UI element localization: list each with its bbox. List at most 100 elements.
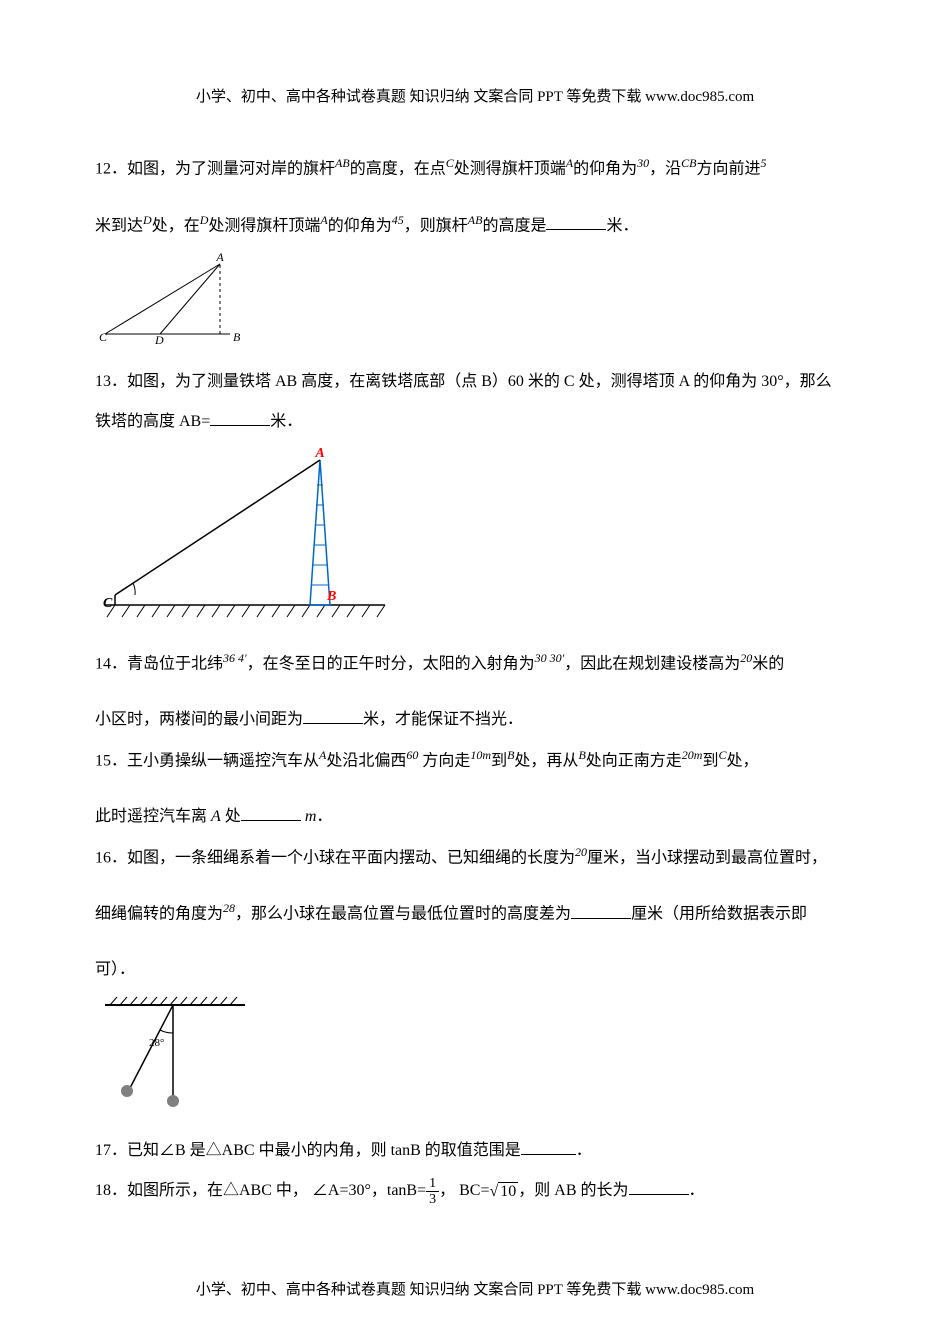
q12-a: A [566,156,573,170]
q12-five: 5 [760,156,766,170]
q15-c: C [718,748,726,762]
q16-text: ，那么小球在最高位置与最低位置时的高度差为 [235,906,571,923]
q17-text: ． [576,1142,592,1159]
q14-text: 米的 [752,656,784,673]
q12-text: ，则旗杆 [404,217,468,234]
page-header: 小学、初中、高中各种试卷真题 知识归纳 文案合同 PPT 等免费下载 www.d… [0,85,950,106]
page-footer: 小学、初中、高中各种试卷真题 知识归纳 文案合同 PPT 等免费下载 www.d… [0,1278,950,1299]
q15-b: B [578,748,585,762]
q15-text: 到 [491,752,507,769]
q15-m: m [305,808,317,825]
q12-text: 的高度是 [482,217,546,234]
label-28: 28° [149,1037,164,1049]
sqrt: 10 [490,1174,519,1209]
question-15-line2: 此时遥控汽车离 A 处 m． [95,799,855,834]
question-14: 14．青岛位于北纬36 4'，在冬至日的正午时分，太阳的入射角为30 30'，因… [95,645,855,682]
q18-text: ． [689,1182,705,1199]
q12-text: 的仰角为 [328,217,392,234]
q12-text: 处，在 [152,217,200,234]
q18-text: ， BC= [439,1182,489,1199]
q12-text: 的仰角为 [573,160,637,177]
q12-text: 处测得旗杆顶端 [454,160,566,177]
question-12-line2: 米到达D处，在D处测得旗杆顶端A的仰角为45，则旗杆AB的高度是米． [95,207,855,244]
q15-d10: 10 [470,748,482,762]
label-c: C [99,330,108,344]
label-d: D [154,333,164,344]
label-b: B [326,589,336,604]
question-16: 16．如图，一条细绳系着一个小球在平面内摆动、已知细绳的长度为20厘米，当小球摆… [95,839,855,876]
q15-text: 15．王小勇操纵一辆遥控汽车从 [95,752,319,769]
question-12: 12．如图，为了测量河对岸的旗杆AB的高度，在点C处测得旗杆顶端A的仰角为30，… [95,150,855,187]
question-15: 15．王小勇操纵一辆遥控汽车从A处沿北偏西60 方向走10m到B处，再从B处向正… [95,742,855,779]
q13-text: 铁塔的高度 AB= [95,413,210,430]
q12-text: 处测得旗杆顶端 [208,217,320,234]
q16-text: 可）． [95,961,135,978]
q12-angle: 45 [392,213,404,227]
label-b: B [233,330,241,344]
q12-ab: AB [335,156,350,170]
q16-text: 细绳偏转的角度为 [95,906,223,923]
question-17: 17．已知∠B 是△ABC 中最小的内角，则 tanB 的取值范围是 ． [95,1133,855,1168]
q15-text: 处， [727,752,759,769]
q12-angle: 30 [637,156,649,170]
q14-text: 小区时，两楼间的最小间距为 [95,711,303,728]
q14-text: ，在冬至日的正午时分，太阳的入射角为 [247,656,535,673]
q12-text: 米． [606,217,638,234]
q12-text: 12．如图，为了测量河对岸的旗杆 [95,160,335,177]
blank [210,410,270,426]
blank [521,1139,576,1155]
q14-text: 14．青岛位于北纬 [95,656,223,673]
q14-text: 米，才能保证不挡光． [363,711,523,728]
q17-text: 17．已知∠B 是△ABC 中最小的内角，则 tanB 的取值范围是 [95,1142,521,1159]
blank [571,903,631,919]
question-16-line2: 细绳偏转的角度为28，那么小球在最高位置与最低位置时的高度差为 厘米（用所给数据表… [95,895,855,932]
label-a: A [215,250,224,264]
q12-text: ，沿 [649,160,681,177]
q16-text: 厘米，当小球摆动到最高位置时， [587,849,827,866]
q15-text: 方向走 [418,752,470,769]
q15-text: 处沿北偏西 [326,752,406,769]
q15-text: 到 [702,752,718,769]
q16-diagram: 28° [95,993,255,1113]
q12-text: 的高度，在点 [350,160,446,177]
q14-text: ，因此在规划建设楼高为 [564,656,740,673]
q15-text: 处 [221,808,241,825]
q12-ab: AB [468,213,483,227]
q12-cb: CB [681,156,696,170]
question-18: 18．如图所示，在△ABC 中， ∠A=30°，tanB=13， BC= 10，则… [95,1173,855,1209]
q14-lat: 36 4' [223,651,247,665]
q15-d20: 20 [682,748,694,762]
q12-text: 米到达 [95,217,143,234]
q14-angle: 30 30' [535,651,565,665]
q12-d: D [143,213,152,227]
question-13-line2: 铁塔的高度 AB= 米． [95,404,855,439]
q15-text: 处，再从 [514,752,578,769]
blank [241,805,301,821]
radicand: 10 [498,1182,518,1200]
question-13: 13．如图，为了测量铁塔 AB 高度，在离铁塔底部（点 B）60 米的 C 处，… [95,364,855,399]
q13-text: 13．如图，为了测量铁塔 AB 高度，在离铁塔底部（点 B）60 米的 C 处，… [95,373,832,390]
q15-m: m [482,748,491,762]
blank [546,214,606,230]
q12-a: A [320,213,327,227]
q15-text: 处向正南方走 [586,752,682,769]
blank [303,708,363,724]
q15-angle: 60 [406,748,418,762]
blank [629,1179,689,1195]
content-area: 12．如图，为了测量河对岸的旗杆AB的高度，在点C处测得旗杆顶端A的仰角为30，… [95,130,855,1209]
q16-text: 厘米（用所给数据表示即 [631,906,807,923]
q12-c: C [446,156,454,170]
q18-text: ，则 AB 的长为 [518,1182,628,1199]
q12-diagram: A B C D [95,249,245,344]
q16-text: 16．如图，一条细绳系着一个小球在平面内摆动、已知细绳的长度为 [95,849,575,866]
fraction: 13 [426,1176,439,1208]
q15-a2: A [211,808,221,825]
q18-text: 18．如图所示，在△ABC 中， ∠A=30°，tanB= [95,1182,426,1199]
numerator: 1 [426,1176,439,1192]
question-16-line3: 可）． [95,952,855,987]
label-a: A [314,446,324,461]
q16-angle: 28 [223,901,235,915]
denominator: 3 [426,1192,439,1207]
q13-text: 米． [270,413,302,430]
q15-text: ． [316,808,332,825]
